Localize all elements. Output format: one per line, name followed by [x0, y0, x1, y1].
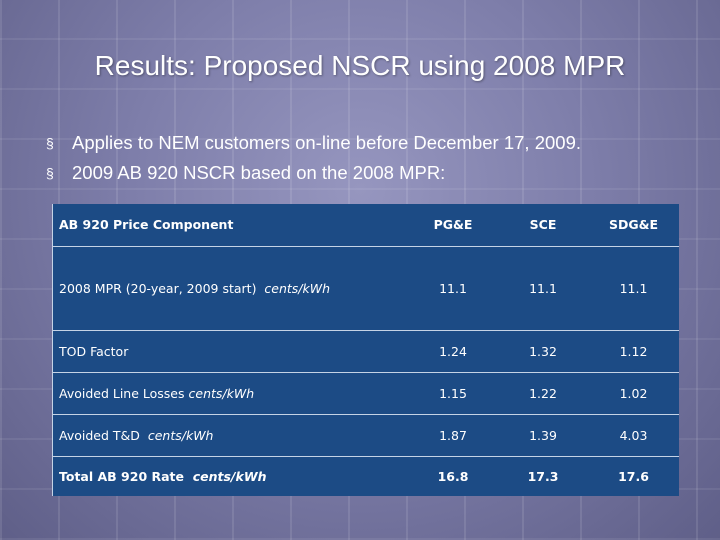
- row-label: 2008 MPR (20-year, 2009 start) cents/kWh: [53, 246, 408, 331]
- cell-sce: 11.1: [498, 246, 588, 331]
- table-row: Avoided T&D cents/kWh 1.87 1.39 4.03: [53, 414, 679, 457]
- cell-pge: 16.8: [437, 468, 469, 484]
- bullet-item: § Applies to NEM customers on-line befor…: [46, 132, 706, 162]
- cell-pge: 1.24: [408, 330, 498, 373]
- cell-sdge: 11.1: [588, 246, 679, 331]
- cell-sdge: 17.6: [618, 468, 649, 484]
- header-sdge: SDG&E: [588, 204, 679, 247]
- price-component-table: AB 920 Price Component PG&E SCE SDG&E 20…: [53, 204, 679, 496]
- row-label-text: Avoided Line Losses: [59, 385, 185, 401]
- table-total-row: Total AB 920 Rate cents/kWh 16.8 17.3 17…: [53, 456, 679, 496]
- bullet-marker-icon: §: [46, 165, 54, 181]
- cell-sce: 1.32: [498, 330, 588, 373]
- header-pge: PG&E: [408, 204, 498, 247]
- bullet-item: § 2009 AB 920 NSCR based on the 2008 MPR…: [46, 162, 706, 192]
- cell-sdge: 1.02: [588, 372, 679, 415]
- cell-sce: 17.3: [527, 468, 559, 484]
- row-unit: cents/kWh: [264, 280, 331, 296]
- row-label-text: Total AB 920 Rate: [59, 468, 185, 484]
- slide-title: Results: Proposed NSCR using 2008 MPR: [94, 50, 626, 81]
- cell-sce: 1.39: [498, 414, 588, 457]
- row-label: Avoided T&D cents/kWh: [53, 414, 408, 457]
- cell-pge: 1.15: [408, 372, 498, 415]
- table-header-row: AB 920 Price Component PG&E SCE SDG&E: [53, 204, 679, 247]
- row-label-text: Avoided T&D: [59, 427, 140, 443]
- cell-sdge: 4.03: [588, 414, 679, 457]
- header-component: AB 920 Price Component: [53, 204, 408, 247]
- row-unit: cents/kWh: [147, 427, 214, 443]
- bullet-text: Applies to NEM customers on-line before …: [72, 132, 582, 153]
- row-label: Avoided Line Losses cents/kWh: [53, 372, 408, 415]
- table-row: 2008 MPR (20-year, 2009 start) cents/kWh…: [53, 246, 679, 331]
- header-sce: SCE: [498, 204, 588, 247]
- bullet-list: § Applies to NEM customers on-line befor…: [46, 132, 706, 192]
- bullet-text: 2009 AB 920 NSCR based on the 2008 MPR:: [72, 162, 446, 183]
- cell-pge: 11.1: [408, 246, 498, 331]
- bullet-marker-icon: §: [46, 135, 54, 151]
- row-label: TOD Factor: [53, 330, 408, 373]
- price-table-container: AB 920 Price Component PG&E SCE SDG&E 20…: [52, 204, 679, 496]
- row-unit: cents/kWh: [188, 385, 255, 401]
- table-row: TOD Factor 1.24 1.32 1.12: [53, 330, 679, 373]
- cell-sdge: 1.12: [588, 330, 679, 373]
- row-unit: cents/kWh: [192, 468, 267, 484]
- row-label-text: 2008 MPR (20-year, 2009 start): [59, 280, 257, 296]
- row-label-text: TOD Factor: [59, 343, 129, 359]
- cell-pge: 1.87: [408, 414, 498, 457]
- row-label: Total AB 920 Rate cents/kWh: [53, 456, 408, 496]
- cell-sce: 1.22: [498, 372, 588, 415]
- table-row: Avoided Line Losses cents/kWh 1.15 1.22 …: [53, 372, 679, 415]
